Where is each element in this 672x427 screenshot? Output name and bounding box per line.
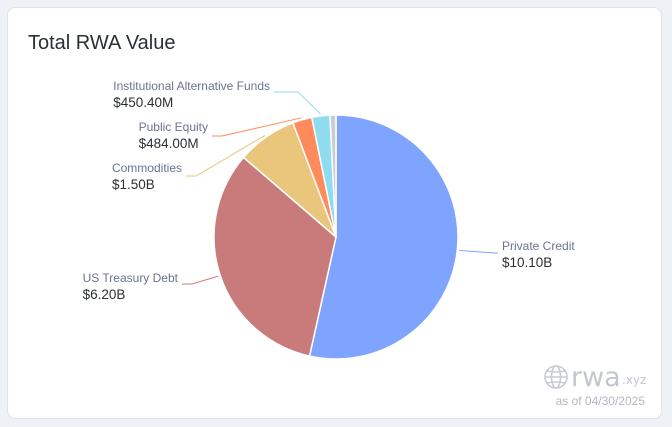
slice-value-us-treasury-debt: $6.20B bbox=[83, 287, 126, 302]
as-of-date: as of 04/30/2025 bbox=[556, 394, 646, 408]
slice-value-private-credit: $10.10B bbox=[502, 255, 552, 270]
slice-label-private-credit: Private Credit bbox=[502, 239, 575, 253]
slice-labels: Private Credit $10.10B US Treasury Debt $6.… bbox=[83, 79, 576, 302]
rwa-logo: rwa .xyz bbox=[544, 362, 646, 393]
leader-line-public-equity bbox=[212, 117, 302, 137]
brand-name: rwa bbox=[571, 362, 621, 393]
slice-label-public-equity: Public Equity bbox=[139, 120, 208, 134]
slice-value-public-equity: $484.00M bbox=[139, 136, 199, 151]
slice-value-commodities: $1.50B bbox=[112, 177, 155, 192]
slice-label-commodities: Commodities bbox=[112, 161, 182, 175]
globe-icon bbox=[544, 365, 568, 389]
slice-label-us-treasury-debt: US Treasury Debt bbox=[83, 271, 179, 285]
pie-slice-other[interactable] bbox=[329, 114, 337, 238]
leader-lines bbox=[182, 91, 498, 285]
brand-suffix: .xyz bbox=[622, 373, 646, 387]
pie-slice-us-treasury-debt[interactable] bbox=[213, 156, 337, 357]
slice-label-institutional-alternative-funds: Institutional Alternative Funds bbox=[113, 79, 270, 93]
chart-title: Total RWA Value bbox=[28, 32, 176, 54]
leader-line-institutional-alternative-funds bbox=[274, 91, 321, 115]
pie-slices bbox=[213, 114, 459, 360]
slice-value-institutional-alternative-funds: $450.40M bbox=[113, 95, 173, 110]
leader-line-private-credit bbox=[459, 250, 498, 254]
leader-line-commodities bbox=[186, 134, 266, 177]
leader-line-us-treasury-debt bbox=[182, 275, 219, 285]
pie-slice-private-credit[interactable] bbox=[308, 114, 459, 360]
